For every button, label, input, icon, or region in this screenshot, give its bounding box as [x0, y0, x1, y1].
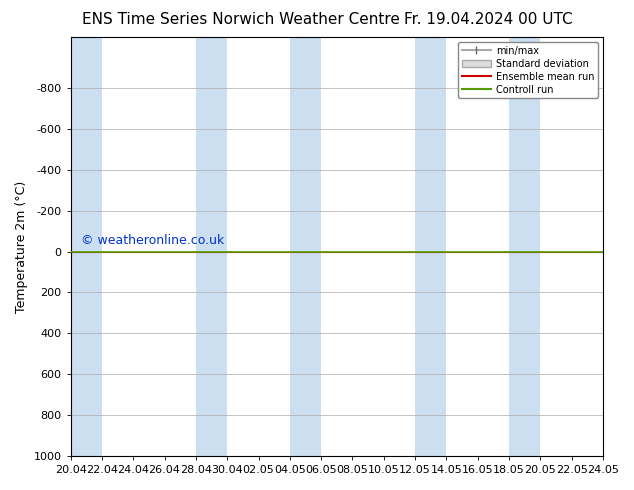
- Text: © weatheronline.co.uk: © weatheronline.co.uk: [81, 234, 224, 247]
- Bar: [290, 37, 321, 456]
- Text: ENS Time Series Norwich Weather Centre: ENS Time Series Norwich Weather Centre: [82, 12, 400, 27]
- Bar: [415, 37, 446, 456]
- Y-axis label: Temperature 2m (°C): Temperature 2m (°C): [15, 180, 28, 313]
- Bar: [70, 37, 102, 456]
- Bar: [509, 37, 540, 456]
- Bar: [196, 37, 227, 456]
- Legend: min/max, Standard deviation, Ensemble mean run, Controll run: min/max, Standard deviation, Ensemble me…: [458, 42, 598, 98]
- Text: Fr. 19.04.2024 00 UTC: Fr. 19.04.2024 00 UTC: [404, 12, 573, 27]
